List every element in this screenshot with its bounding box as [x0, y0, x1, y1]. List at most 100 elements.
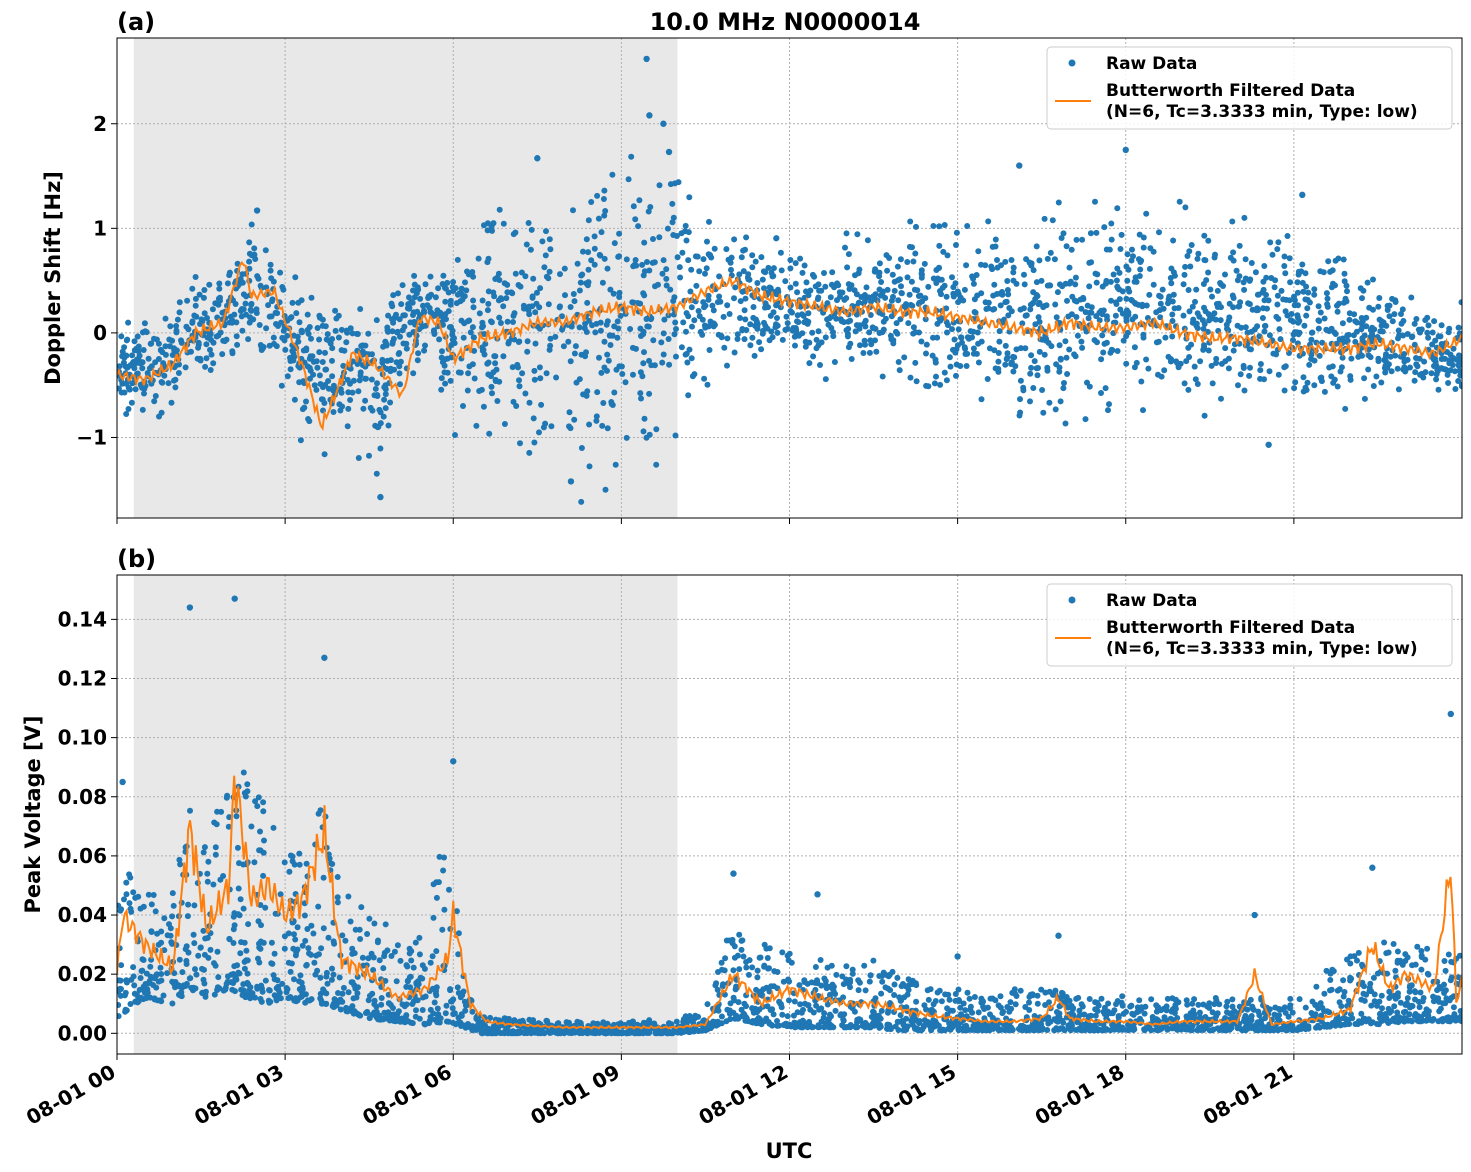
raw-data-point	[1358, 1010, 1365, 1017]
raw-data-point	[904, 259, 911, 265]
raw-data-point	[1311, 382, 1318, 389]
raw-data-point	[1252, 269, 1259, 276]
raw-data-point	[617, 312, 624, 319]
raw-data-point	[373, 470, 380, 477]
raw-data-point	[1063, 354, 1070, 361]
raw-data-point	[971, 296, 978, 303]
raw-data-point	[1202, 257, 1209, 264]
raw-data-point	[1098, 390, 1104, 396]
raw-data-point	[330, 938, 337, 945]
raw-data-point	[1003, 356, 1010, 363]
raw-data-point	[1054, 289, 1061, 296]
raw-data-point	[641, 268, 648, 275]
raw-data-point	[349, 389, 356, 396]
raw-data-point	[189, 318, 196, 325]
raw-data-point	[640, 290, 647, 297]
raw-data-point	[847, 340, 854, 347]
raw-data-point	[450, 288, 457, 294]
raw-data-point	[847, 984, 853, 991]
raw-data-point	[462, 279, 468, 286]
raw-data-point	[433, 894, 440, 901]
raw-data-point	[714, 986, 721, 993]
raw-data-point	[1187, 263, 1194, 270]
raw-data-point	[579, 271, 586, 278]
raw-data-point	[932, 356, 939, 363]
raw-data-point	[998, 262, 1004, 269]
raw-data-point	[736, 271, 743, 278]
raw-data-point	[479, 324, 485, 331]
raw-data-point	[737, 315, 743, 321]
raw-data-point	[488, 319, 495, 326]
raw-data-point	[950, 346, 956, 353]
raw-data-point	[1093, 229, 1100, 236]
raw-data-point	[623, 434, 630, 441]
raw-data-point	[930, 223, 937, 229]
raw-data-point	[988, 263, 995, 270]
y-tick-label: 0	[93, 321, 107, 345]
raw-data-point	[951, 336, 958, 343]
raw-data-point	[584, 299, 591, 306]
raw-data-point	[142, 328, 149, 335]
raw-data-point	[1205, 311, 1212, 318]
raw-data-point	[271, 976, 278, 983]
raw-data-point	[330, 382, 337, 389]
raw-data-point	[970, 345, 977, 352]
raw-data-point	[301, 404, 308, 411]
raw-data-point	[362, 397, 369, 404]
raw-data-point	[1281, 263, 1288, 269]
raw-data-point	[1248, 346, 1254, 353]
raw-data-point	[608, 401, 615, 407]
raw-data-point	[1308, 329, 1315, 336]
raw-data-point	[202, 363, 209, 370]
raw-data-point	[802, 1000, 808, 1007]
raw-data-point	[1180, 281, 1187, 288]
raw-data-point	[898, 290, 905, 296]
raw-data-point	[1191, 996, 1198, 1003]
raw-data-point	[1031, 358, 1038, 365]
raw-data-point	[1306, 299, 1313, 306]
raw-data-point	[848, 356, 855, 362]
raw-data-point	[266, 987, 273, 994]
raw-data-point	[1336, 986, 1343, 993]
raw-data-point	[783, 313, 790, 320]
raw-data-point	[967, 328, 974, 335]
raw-data-point	[284, 332, 291, 339]
raw-data-point	[383, 340, 390, 347]
raw-data-point	[214, 948, 221, 955]
raw-data-point	[291, 976, 297, 983]
raw-data-point	[876, 286, 883, 293]
raw-data-point	[1217, 317, 1224, 324]
raw-data-point	[439, 926, 446, 933]
raw-data-point	[1394, 1009, 1401, 1016]
raw-data-point	[532, 309, 539, 316]
raw-data-point	[995, 358, 1002, 365]
raw-data-point	[643, 55, 650, 63]
raw-data-point	[237, 950, 244, 957]
raw-data-point	[761, 963, 768, 970]
raw-data-point	[1228, 333, 1235, 340]
raw-data-point	[1395, 327, 1402, 334]
raw-data-point	[646, 267, 653, 274]
raw-data-point	[1360, 990, 1367, 997]
raw-data-point	[1030, 385, 1037, 391]
raw-data-point	[723, 246, 730, 253]
raw-data-point	[305, 330, 312, 337]
raw-data-point	[543, 370, 550, 377]
raw-data-point	[1066, 264, 1073, 271]
raw-data-point	[812, 964, 819, 970]
raw-data-point	[585, 1027, 592, 1034]
raw-data-point	[1079, 236, 1086, 243]
raw-data-point	[399, 282, 406, 289]
raw-data-point	[1267, 239, 1274, 246]
raw-data-point	[730, 967, 737, 974]
raw-data-point	[304, 363, 311, 370]
raw-data-point	[582, 353, 589, 360]
raw-data-point	[311, 382, 318, 389]
raw-data-point	[1226, 300, 1233, 307]
raw-data-point	[832, 1007, 839, 1014]
raw-data-point	[1351, 953, 1358, 960]
raw-data-point	[1406, 988, 1413, 995]
raw-data-point	[849, 970, 856, 977]
raw-data-point	[308, 922, 315, 929]
raw-data-point	[1417, 329, 1423, 336]
